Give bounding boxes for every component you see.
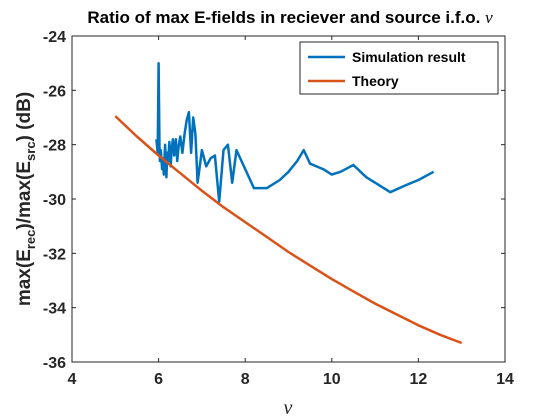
- y-tick-label: -34: [43, 301, 66, 318]
- x-axis-label: ν: [284, 397, 293, 419]
- y-axis-label-prefix: max(E: [14, 249, 35, 306]
- legend-label-theory: Theory: [352, 73, 399, 89]
- y-axis-label-sub-src: src: [23, 141, 38, 161]
- x-tick-label: 12: [410, 371, 428, 388]
- legend: Simulation result Theory: [299, 41, 499, 95]
- y-tick-label: -24: [43, 29, 66, 46]
- y-tick-label: -28: [43, 138, 66, 155]
- x-tick-label: 14: [496, 371, 514, 388]
- y-axis-label-suffix: ) (dB): [14, 92, 35, 142]
- y-tick-label: -30: [43, 192, 66, 209]
- x-tick-label: 8: [241, 371, 250, 388]
- chart-title-symbol: ν: [485, 8, 493, 27]
- y-tick-label: -26: [43, 83, 66, 100]
- y-axis-label-middle: )/max(E: [14, 161, 35, 230]
- y-axis-label: max(Erec)/max(Esrc) (dB): [14, 92, 38, 306]
- x-tick-label: 6: [154, 371, 163, 388]
- x-tick-label: 4: [68, 371, 77, 388]
- x-tick-label: 10: [323, 371, 341, 388]
- legend-box: [299, 41, 499, 95]
- chart-title: Ratio of max E-fields in reciever and so…: [87, 8, 493, 27]
- y-tick-label: -36: [43, 355, 66, 372]
- series-line-theory: [114, 115, 463, 345]
- y-tick-label: -32: [43, 246, 66, 263]
- legend-label-simulation: Simulation result: [352, 49, 466, 65]
- y-axis-label-sub-rec: rec: [23, 230, 38, 250]
- ticks-layer: 4 6 8 10 12 14 -36 -34 -32 -30 -28 -26 -24: [43, 29, 514, 388]
- series-layer: [114, 61, 463, 345]
- series-line-simulation: [155, 61, 435, 203]
